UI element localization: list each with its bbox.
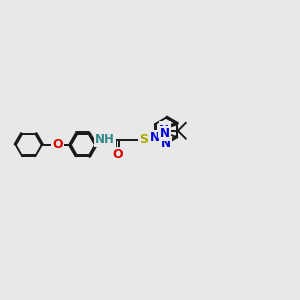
Text: N: N bbox=[161, 137, 171, 150]
Text: O: O bbox=[112, 148, 123, 161]
Text: N: N bbox=[160, 122, 170, 135]
Text: S: S bbox=[139, 133, 148, 146]
Text: O: O bbox=[52, 139, 63, 152]
Text: N: N bbox=[159, 124, 169, 137]
Text: N: N bbox=[160, 127, 170, 140]
Text: NH: NH bbox=[95, 133, 115, 146]
Text: N: N bbox=[150, 131, 160, 144]
